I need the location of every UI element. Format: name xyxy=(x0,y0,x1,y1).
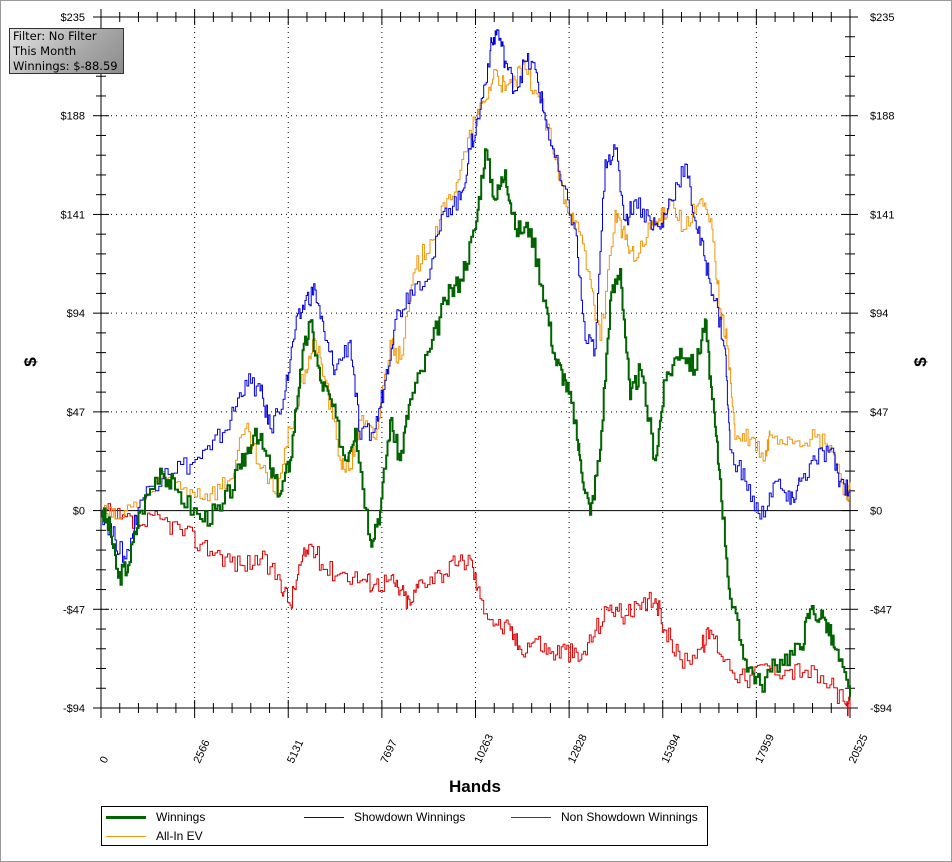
legend-item-allin-ev: All-In EV xyxy=(106,829,203,843)
legend-swatch xyxy=(304,816,344,818)
y-axis-title-left: $ xyxy=(21,357,40,367)
series-lines xyxy=(101,29,851,717)
y-tick-label-left: $235 xyxy=(61,12,85,24)
y-tick-label-left: $188 xyxy=(61,111,85,123)
x-axis-title: Hands xyxy=(449,777,501,796)
info-box: Filter: No Filter This Month Winnings: $… xyxy=(9,28,124,74)
y-tick-label-left: $94 xyxy=(67,308,85,320)
info-filter: Filter: No Filter xyxy=(13,29,97,43)
series-line-winnings xyxy=(101,148,851,697)
y-axis-title-right: $ xyxy=(911,357,930,367)
y-tick-label-left: $0 xyxy=(73,506,85,518)
y-tick-label-right: -$94 xyxy=(870,703,892,715)
legend-label: Non Showdown Winnings xyxy=(561,810,698,824)
y-tick-label-right: $235 xyxy=(870,12,894,24)
legend-item-winnings: Winnings xyxy=(106,810,205,824)
grid xyxy=(101,16,850,709)
y-tick-label-right: $141 xyxy=(870,209,894,221)
x-tick-label: 0 xyxy=(98,755,111,766)
y-tick-label-right: $188 xyxy=(870,111,894,123)
y-tick-label-left: -$47 xyxy=(63,604,85,616)
series-line-showdown-winnings xyxy=(101,29,851,563)
legend-item-showdown: Showdown Winnings xyxy=(304,810,465,824)
legend-item-non-showdown: Non Showdown Winnings xyxy=(511,810,698,824)
y-tick-label-left: $47 xyxy=(67,407,85,419)
legend: Winnings Showdown Winnings Non Showdown … xyxy=(101,806,708,846)
info-period: This Month xyxy=(13,44,77,58)
y-tick-label-right: $0 xyxy=(870,506,882,518)
legend-swatch xyxy=(106,835,146,837)
y-tick-label-right: $94 xyxy=(870,308,888,320)
legend-label: Winnings xyxy=(156,810,206,824)
legend-swatch xyxy=(106,815,146,819)
y-tick-label-left: -$94 xyxy=(63,703,85,715)
y-tick-label-left: $141 xyxy=(61,209,85,221)
series-line-non-showdown-winnings xyxy=(101,503,851,717)
info-winnings: Winnings: $-88.59 xyxy=(13,59,118,73)
legend-swatch xyxy=(511,816,551,818)
y-tick-label-right: -$47 xyxy=(870,604,892,616)
legend-label: All-In EV xyxy=(156,829,203,843)
legend-label: Showdown Winnings xyxy=(354,810,466,824)
y-tick-label-right: $47 xyxy=(870,407,888,419)
